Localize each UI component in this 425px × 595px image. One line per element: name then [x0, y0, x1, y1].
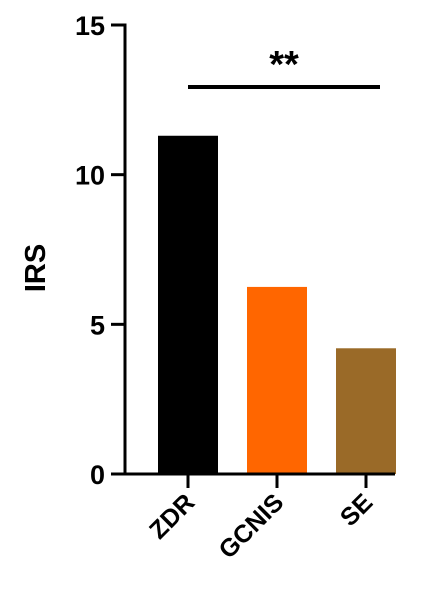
significance-annotations: **	[188, 44, 380, 89]
bars	[158, 135, 396, 474]
y-tick-label: 15	[75, 11, 105, 41]
y-tick-label: 0	[90, 460, 105, 490]
category-labels: ZDR GCNIS SE	[144, 474, 378, 564]
bar-zdr	[158, 135, 218, 474]
x-tick-label: ZDR	[144, 488, 200, 544]
y-tick-label: 10	[75, 161, 105, 191]
y-axis-label: IRS	[20, 244, 52, 292]
y-tick-label: 5	[90, 310, 105, 340]
x-tick-label: GCNIS	[213, 488, 289, 564]
bar-se	[336, 348, 396, 474]
x-tick-label: SE	[335, 488, 378, 531]
bar-gcnis	[247, 286, 307, 474]
y-ticks: 0 5 10 15	[75, 11, 125, 490]
significance-label: **	[269, 44, 299, 86]
